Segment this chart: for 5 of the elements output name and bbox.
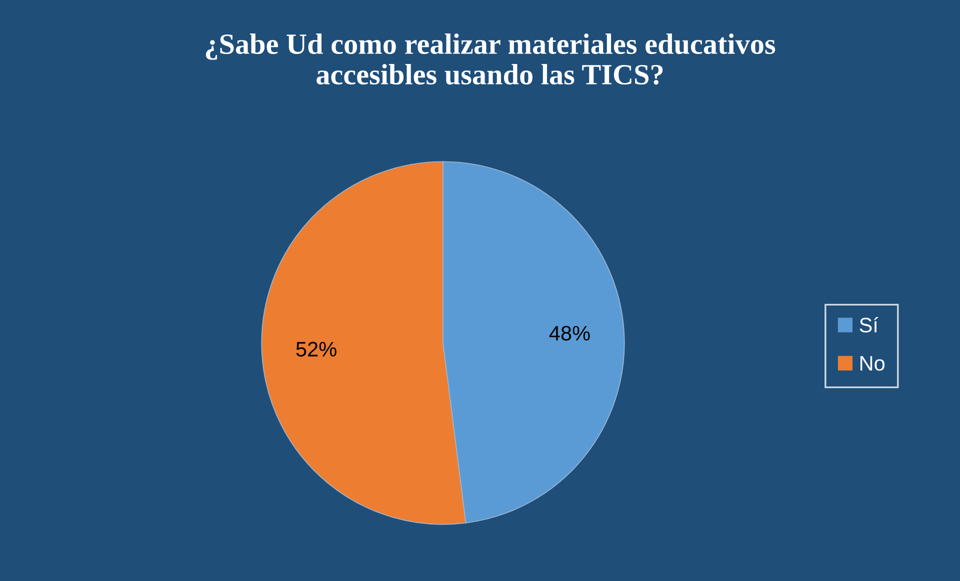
data-label: 48% (549, 326, 590, 341)
chart-title: ¿Sabe Ud como realizar materiales educativos accesibles usando las TICS? (206, 34, 776, 85)
legend-label: No (860, 356, 885, 371)
legend-label: Sí (860, 316, 878, 333)
data-label: 52% (296, 342, 336, 357)
